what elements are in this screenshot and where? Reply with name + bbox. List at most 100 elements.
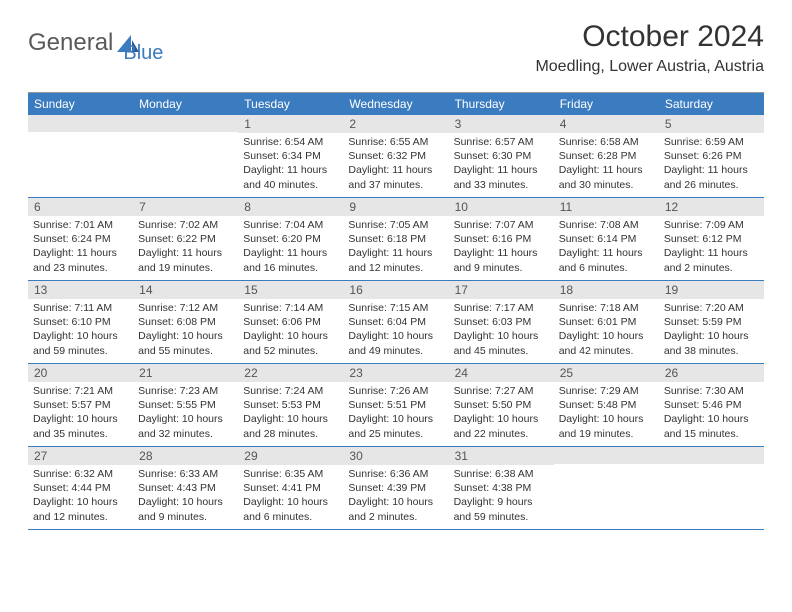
cell-content: Sunrise: 6:38 AMSunset: 4:38 PMDaylight:… xyxy=(449,465,554,528)
cell-day-number: 20 xyxy=(28,364,133,382)
cell-content: Sunrise: 7:01 AMSunset: 6:24 PMDaylight:… xyxy=(28,216,133,279)
cell-content: Sunrise: 6:54 AMSunset: 6:34 PMDaylight:… xyxy=(238,133,343,196)
week-row: 20Sunrise: 7:21 AMSunset: 5:57 PMDayligh… xyxy=(28,364,764,447)
calendar-cell: 5Sunrise: 6:59 AMSunset: 6:26 PMDaylight… xyxy=(659,115,764,197)
sunset-text: Sunset: 6:12 PM xyxy=(664,232,759,246)
calendar-cell: 26Sunrise: 7:30 AMSunset: 5:46 PMDayligh… xyxy=(659,364,764,446)
daylight-text: Daylight: 10 hours and 15 minutes. xyxy=(664,412,759,440)
cell-content: Sunrise: 7:29 AMSunset: 5:48 PMDaylight:… xyxy=(554,382,659,445)
daylight-text: Daylight: 11 hours and 9 minutes. xyxy=(454,246,549,274)
calendar-cell xyxy=(133,115,238,197)
cell-day-number: 24 xyxy=(449,364,554,382)
sunset-text: Sunset: 6:14 PM xyxy=(559,232,654,246)
calendar-cell xyxy=(28,115,133,197)
sunset-text: Sunset: 5:48 PM xyxy=(559,398,654,412)
cell-content: Sunrise: 7:08 AMSunset: 6:14 PMDaylight:… xyxy=(554,216,659,279)
cell-content: Sunrise: 7:23 AMSunset: 5:55 PMDaylight:… xyxy=(133,382,238,445)
daylight-text: Daylight: 10 hours and 9 minutes. xyxy=(138,495,233,523)
sunset-text: Sunset: 5:59 PM xyxy=(664,315,759,329)
calendar-cell: 27Sunrise: 6:32 AMSunset: 4:44 PMDayligh… xyxy=(28,447,133,529)
sunset-text: Sunset: 6:01 PM xyxy=(559,315,654,329)
calendar-cell: 8Sunrise: 7:04 AMSunset: 6:20 PMDaylight… xyxy=(238,198,343,280)
sunset-text: Sunset: 6:20 PM xyxy=(243,232,338,246)
calendar-cell: 19Sunrise: 7:20 AMSunset: 5:59 PMDayligh… xyxy=(659,281,764,363)
daylight-text: Daylight: 10 hours and 55 minutes. xyxy=(138,329,233,357)
sunset-text: Sunset: 5:53 PM xyxy=(243,398,338,412)
sunset-text: Sunset: 6:04 PM xyxy=(348,315,443,329)
cell-day-number: 21 xyxy=(133,364,238,382)
cell-day-number: 28 xyxy=(133,447,238,465)
sunrise-text: Sunrise: 6:54 AM xyxy=(243,135,338,149)
sunrise-text: Sunrise: 7:12 AM xyxy=(138,301,233,315)
calendar-cell: 23Sunrise: 7:26 AMSunset: 5:51 PMDayligh… xyxy=(343,364,448,446)
day-header: Monday xyxy=(133,93,238,115)
calendar-cell: 11Sunrise: 7:08 AMSunset: 6:14 PMDayligh… xyxy=(554,198,659,280)
sunset-text: Sunset: 6:08 PM xyxy=(138,315,233,329)
day-header: Thursday xyxy=(449,93,554,115)
sunrise-text: Sunrise: 7:08 AM xyxy=(559,218,654,232)
sunrise-text: Sunrise: 7:07 AM xyxy=(454,218,549,232)
daylight-text: Daylight: 11 hours and 26 minutes. xyxy=(664,163,759,191)
sunrise-text: Sunrise: 7:20 AM xyxy=(664,301,759,315)
sunset-text: Sunset: 6:22 PM xyxy=(138,232,233,246)
sunrise-text: Sunrise: 7:29 AM xyxy=(559,384,654,398)
calendar-cell: 17Sunrise: 7:17 AMSunset: 6:03 PMDayligh… xyxy=(449,281,554,363)
daylight-text: Daylight: 10 hours and 28 minutes. xyxy=(243,412,338,440)
calendar-cell: 21Sunrise: 7:23 AMSunset: 5:55 PMDayligh… xyxy=(133,364,238,446)
daylight-text: Daylight: 10 hours and 2 minutes. xyxy=(348,495,443,523)
cell-day-number: 18 xyxy=(554,281,659,299)
cell-day-number: 17 xyxy=(449,281,554,299)
sunset-text: Sunset: 5:57 PM xyxy=(33,398,128,412)
logo-text-blue: Blue xyxy=(123,42,163,65)
week-row: 1Sunrise: 6:54 AMSunset: 6:34 PMDaylight… xyxy=(28,115,764,198)
week-row: 6Sunrise: 7:01 AMSunset: 6:24 PMDaylight… xyxy=(28,198,764,281)
cell-content: Sunrise: 7:27 AMSunset: 5:50 PMDaylight:… xyxy=(449,382,554,445)
calendar-cell: 14Sunrise: 7:12 AMSunset: 6:08 PMDayligh… xyxy=(133,281,238,363)
cell-day-number: 6 xyxy=(28,198,133,216)
daylight-text: Daylight: 11 hours and 19 minutes. xyxy=(138,246,233,274)
sunrise-text: Sunrise: 7:24 AM xyxy=(243,384,338,398)
cell-content: Sunrise: 6:36 AMSunset: 4:39 PMDaylight:… xyxy=(343,465,448,528)
daylight-text: Daylight: 11 hours and 37 minutes. xyxy=(348,163,443,191)
sunrise-text: Sunrise: 6:58 AM xyxy=(559,135,654,149)
sunrise-text: Sunrise: 7:05 AM xyxy=(348,218,443,232)
cell-content: Sunrise: 7:14 AMSunset: 6:06 PMDaylight:… xyxy=(238,299,343,362)
daylight-text: Daylight: 10 hours and 52 minutes. xyxy=(243,329,338,357)
day-header: Friday xyxy=(554,93,659,115)
sunset-text: Sunset: 5:46 PM xyxy=(664,398,759,412)
daylight-text: Daylight: 10 hours and 49 minutes. xyxy=(348,329,443,357)
sunrise-text: Sunrise: 6:32 AM xyxy=(33,467,128,481)
header: General Blue October 2024 Moedling, Lowe… xyxy=(0,0,792,84)
calendar-cell: 1Sunrise: 6:54 AMSunset: 6:34 PMDaylight… xyxy=(238,115,343,197)
cell-day-number xyxy=(133,115,238,132)
cell-content: Sunrise: 6:55 AMSunset: 6:32 PMDaylight:… xyxy=(343,133,448,196)
daylight-text: Daylight: 11 hours and 33 minutes. xyxy=(454,163,549,191)
cell-day-number: 25 xyxy=(554,364,659,382)
daylight-text: Daylight: 11 hours and 12 minutes. xyxy=(348,246,443,274)
daylight-text: Daylight: 10 hours and 59 minutes. xyxy=(33,329,128,357)
cell-day-number: 30 xyxy=(343,447,448,465)
calendar-cell: 13Sunrise: 7:11 AMSunset: 6:10 PMDayligh… xyxy=(28,281,133,363)
daylight-text: Daylight: 11 hours and 2 minutes. xyxy=(664,246,759,274)
calendar-cell: 24Sunrise: 7:27 AMSunset: 5:50 PMDayligh… xyxy=(449,364,554,446)
sunset-text: Sunset: 4:44 PM xyxy=(33,481,128,495)
cell-content: Sunrise: 7:21 AMSunset: 5:57 PMDaylight:… xyxy=(28,382,133,445)
sunset-text: Sunset: 6:16 PM xyxy=(454,232,549,246)
cell-day-number: 13 xyxy=(28,281,133,299)
calendar-cell: 22Sunrise: 7:24 AMSunset: 5:53 PMDayligh… xyxy=(238,364,343,446)
cell-day-number: 9 xyxy=(343,198,448,216)
cell-content: Sunrise: 6:32 AMSunset: 4:44 PMDaylight:… xyxy=(28,465,133,528)
sunrise-text: Sunrise: 7:18 AM xyxy=(559,301,654,315)
calendar-cell: 3Sunrise: 6:57 AMSunset: 6:30 PMDaylight… xyxy=(449,115,554,197)
cell-day-number: 2 xyxy=(343,115,448,133)
sunset-text: Sunset: 6:32 PM xyxy=(348,149,443,163)
sunset-text: Sunset: 6:10 PM xyxy=(33,315,128,329)
cell-content: Sunrise: 7:05 AMSunset: 6:18 PMDaylight:… xyxy=(343,216,448,279)
cell-content: Sunrise: 6:57 AMSunset: 6:30 PMDaylight:… xyxy=(449,133,554,196)
sunset-text: Sunset: 5:50 PM xyxy=(454,398,549,412)
calendar-cell: 30Sunrise: 6:36 AMSunset: 4:39 PMDayligh… xyxy=(343,447,448,529)
calendar-cell: 29Sunrise: 6:35 AMSunset: 4:41 PMDayligh… xyxy=(238,447,343,529)
sunrise-text: Sunrise: 7:17 AM xyxy=(454,301,549,315)
sunset-text: Sunset: 6:06 PM xyxy=(243,315,338,329)
cell-content: Sunrise: 6:35 AMSunset: 4:41 PMDaylight:… xyxy=(238,465,343,528)
